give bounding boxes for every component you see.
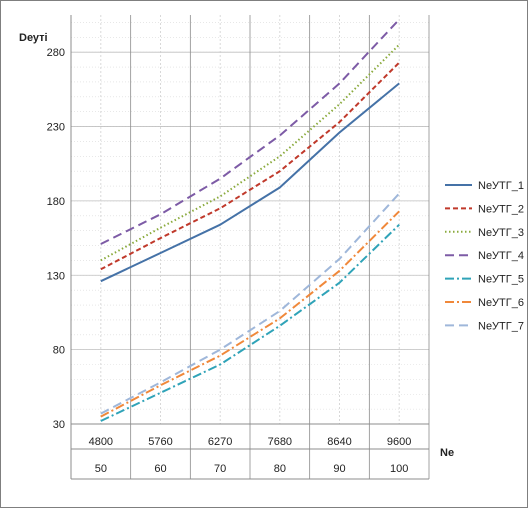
legend-label: NeУТГ_2 — [478, 203, 524, 215]
x-tick-label: 9600 — [387, 436, 411, 448]
series-line-6 — [100, 210, 400, 418]
x-axis-label: Ne — [440, 447, 454, 459]
x-tick-label: 4800 — [89, 436, 113, 448]
y-tick-label: 180 — [47, 196, 65, 208]
x-secondary-tick-label: 60 — [154, 463, 166, 475]
legend-label: NeУТГ_7 — [478, 320, 524, 332]
x-secondary-tick-label: 50 — [95, 463, 107, 475]
series-line-1 — [100, 82, 400, 283]
series-lines — [100, 18, 400, 422]
legend: NeУТГ_1 NeУТГ_2 NeУТГ_3 NeУТГ_4 NeУТГ_5 NeУТГ… — [445, 180, 524, 332]
y-tick-label: 230 — [47, 122, 65, 134]
x-tick-label: 5760 — [148, 436, 172, 448]
axes — [70, 15, 429, 480]
y-tick-labels: 30 80 130 180 230 280 — [47, 47, 65, 431]
legend-label: NeУТГ_6 — [478, 297, 524, 309]
series-line-3 — [100, 43, 400, 262]
y-tick-label: 280 — [47, 47, 65, 59]
legend-label: NeУТГ_5 — [478, 274, 524, 286]
x-secondary-tick-label: 90 — [333, 463, 345, 475]
series-line-2 — [100, 61, 400, 271]
series-line-7 — [100, 192, 400, 415]
x-tick-labels: 4800 50 5760 60 6270 70 7680 80 8640 90 9600 100 — [89, 436, 412, 475]
legend-label: NeУТГ_3 — [478, 227, 524, 239]
x-secondary-tick-label: 80 — [274, 463, 286, 475]
legend-label: NeУТГ_1 — [478, 180, 524, 192]
x-secondary-tick-label: 100 — [390, 463, 408, 475]
x-secondary-tick-label: 70 — [214, 463, 226, 475]
y-tick-label: 30 — [53, 419, 65, 431]
legend-label: NeУТГ_4 — [478, 250, 524, 262]
y-tick-label: 130 — [47, 270, 65, 282]
y-tick-label: 80 — [53, 345, 65, 357]
x-tick-label: 7680 — [268, 436, 292, 448]
x-tick-label: 6270 — [208, 436, 232, 448]
series-line-4 — [100, 18, 400, 245]
y-axis-label: Dеуті — [19, 32, 48, 44]
series-line-5 — [100, 223, 400, 422]
x-tick-label: 8640 — [327, 436, 351, 448]
